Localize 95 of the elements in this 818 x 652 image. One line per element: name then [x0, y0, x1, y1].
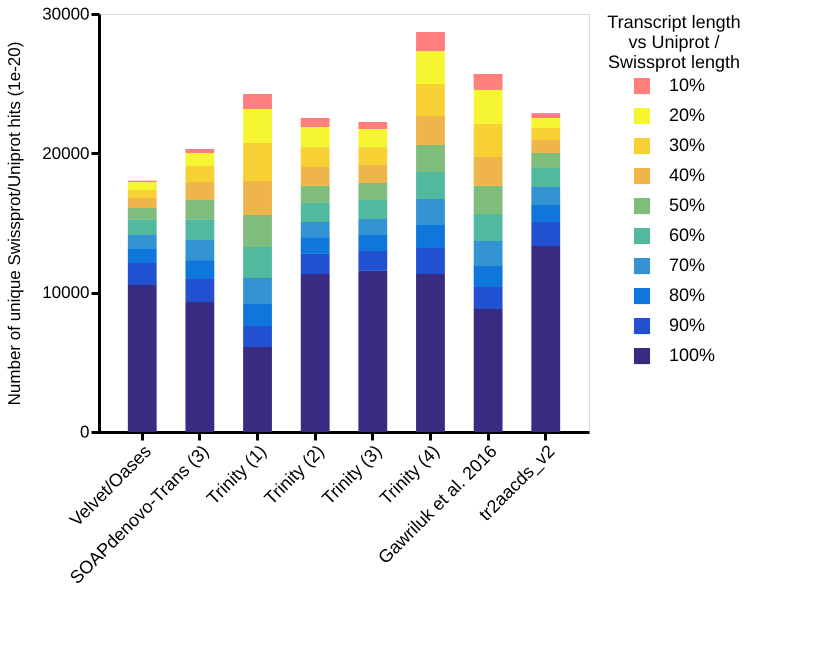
legend-label: 70%: [669, 255, 706, 275]
bar: [531, 153, 560, 168]
bar: [531, 140, 560, 154]
bar: [243, 347, 272, 432]
bar: [358, 165, 388, 184]
bar: [185, 302, 214, 432]
y-tick-label: 10000: [42, 283, 90, 302]
bar: [474, 74, 503, 90]
bar: [185, 153, 214, 166]
bar: [358, 270, 388, 432]
bar: [416, 51, 445, 84]
bar: [531, 118, 560, 128]
bar: [416, 274, 445, 432]
bar: [128, 190, 157, 198]
bar: [474, 124, 503, 157]
bar: [128, 285, 157, 432]
legend-label: 90%: [669, 315, 706, 335]
bar: [531, 187, 560, 206]
bar: [128, 262, 157, 286]
bar: [531, 246, 560, 432]
bar: [185, 240, 214, 260]
legend-title: Transcript length vs Uniprot / Swissprot length: [607, 12, 741, 72]
bar: [243, 278, 272, 304]
bar: [185, 182, 214, 200]
y-tick-label: 20000: [42, 144, 90, 163]
bar: [358, 147, 388, 166]
bar: [474, 186, 503, 214]
bar: [300, 274, 330, 432]
bar: [416, 144, 445, 172]
bar: [300, 186, 330, 203]
bar: [531, 222, 560, 246]
bar: [358, 122, 388, 129]
bar: [300, 222, 330, 238]
legend-label: 50%: [669, 195, 706, 215]
bar: [300, 237, 330, 254]
bar: [531, 205, 560, 222]
bar: [243, 246, 272, 278]
bar: [474, 214, 503, 241]
legend-label: 10%: [669, 75, 706, 95]
bar: [300, 202, 330, 222]
bar: [185, 260, 214, 280]
bar: [185, 149, 214, 154]
bar: [243, 304, 272, 326]
legend-label: 100%: [669, 345, 716, 365]
bar: [474, 286, 503, 309]
bar: [128, 208, 157, 220]
bar: [243, 94, 272, 110]
legend-label: 20%: [669, 105, 706, 125]
bar: [474, 266, 503, 287]
bar: [416, 116, 445, 145]
bar: [128, 198, 157, 208]
bar: [185, 220, 214, 240]
bar: [416, 248, 445, 274]
bar: [300, 147, 330, 167]
bar: [185, 200, 214, 220]
legend-label: 60%: [669, 225, 706, 245]
bar: [243, 109, 272, 144]
bar: [128, 249, 157, 263]
y-tick-label: 30000: [42, 4, 90, 24]
bar: [358, 200, 388, 219]
bar: [416, 32, 445, 52]
bar: [358, 128, 388, 148]
bar: [243, 215, 272, 247]
bar: [185, 279, 214, 302]
bar: [243, 181, 272, 216]
bar: [300, 254, 330, 274]
legend-label: 30%: [669, 135, 706, 155]
bar: [474, 156, 503, 186]
bar: [358, 251, 388, 271]
bar: [185, 166, 214, 182]
bar: [416, 84, 445, 116]
legend-label: 80%: [669, 285, 706, 305]
bar: [358, 183, 388, 200]
bar: [416, 199, 445, 225]
bar: [474, 90, 503, 124]
bar: [474, 240, 503, 266]
y-tick-label: 0: [80, 422, 90, 442]
bar: [300, 166, 330, 186]
bar: [531, 113, 560, 118]
legend-label: 40%: [669, 165, 706, 185]
bar: [531, 128, 560, 140]
bar: [243, 326, 272, 348]
bar: [300, 127, 330, 148]
bar: [531, 168, 560, 188]
bar: [128, 234, 157, 250]
bar: [416, 224, 445, 248]
bar: [474, 308, 503, 432]
bar: [416, 172, 445, 200]
bar: [243, 143, 272, 182]
bar: [128, 182, 157, 190]
y-axis-title: Number of unique Swissprot/Uniprot hits (1e-20): [5, 42, 24, 406]
bar: [300, 118, 330, 127]
bar: [128, 220, 157, 235]
bar: [358, 234, 388, 252]
bar: [358, 218, 388, 235]
